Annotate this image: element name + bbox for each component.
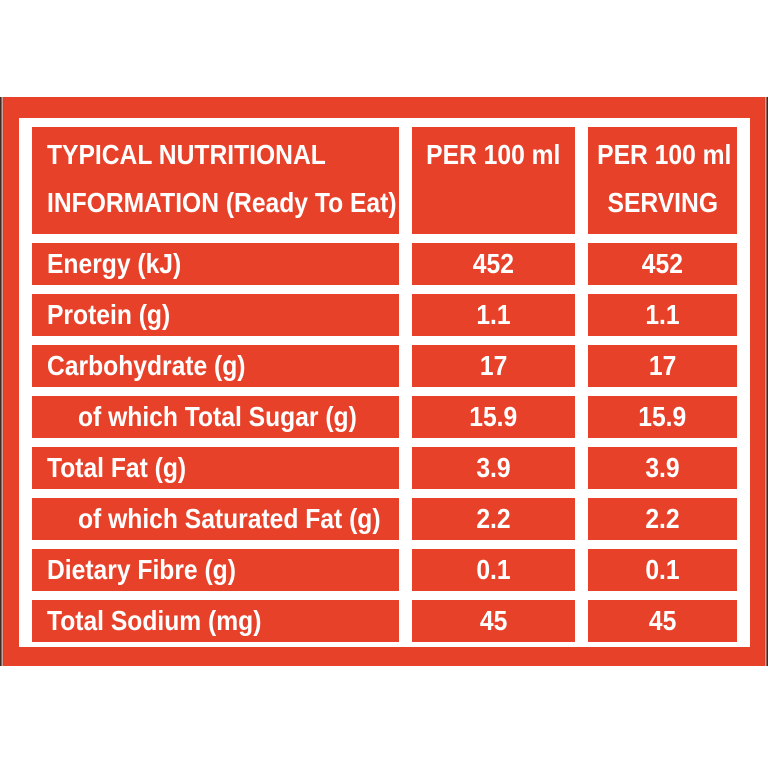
panel-right-edge-shadow: [764, 97, 768, 666]
nutrient-label: of which Total Sugar (g): [78, 401, 357, 432]
nutrient-label-cell: Total Fat (g): [32, 447, 399, 489]
nutrition-label-panel: TYPICAL NUTRITIONAL INFORMATION (Ready T…: [3, 97, 765, 666]
nutrient-label-cell: of which Saturated Fat (g): [32, 498, 399, 540]
per-serving-value: 15.9: [638, 401, 687, 432]
per-100ml-value-cell: 17: [411, 345, 575, 387]
nutrition-table-frame: TYPICAL NUTRITIONAL INFORMATION (Ready T…: [19, 118, 750, 647]
header-per-serving: PER 100 ml SERVING: [587, 127, 737, 234]
per-100ml-value-cell: 2.2: [411, 498, 575, 540]
header-nutrient-column: TYPICAL NUTRITIONAL INFORMATION (Ready T…: [32, 127, 399, 234]
per-100ml-value-cell: 1.1: [411, 294, 575, 336]
nutrient-label-cell: Dietary Fibre (g): [32, 549, 399, 591]
per-100ml-value: 0.1: [475, 554, 511, 585]
per-serving-value: 2.2: [645, 503, 680, 534]
nutrient-label: Carbohydrate (g): [47, 350, 246, 381]
table-row: Carbohydrate (g) 17 17: [32, 345, 737, 387]
header-per-100ml-label: PER 100 ml: [426, 139, 561, 170]
table-row: Protein (g) 1.1 1.1: [32, 294, 737, 336]
panel-left-edge-shadow: [0, 97, 4, 666]
per-serving-value-cell: 2.2: [587, 498, 737, 540]
table-row: Total Fat (g) 3.9 3.9: [32, 447, 737, 489]
nutrient-label-cell: Total Sodium (mg): [32, 600, 399, 642]
per-serving-value: 17: [648, 350, 677, 381]
nutrient-label-cell: of which Total Sugar (g): [32, 396, 399, 438]
per-100ml-value: 45: [479, 605, 507, 636]
per-100ml-value-cell: 452: [411, 243, 575, 285]
table-row: Total Sodium (mg) 45 45: [32, 600, 737, 642]
table-header-row: TYPICAL NUTRITIONAL INFORMATION (Ready T…: [32, 127, 737, 234]
table-row: of which Saturated Fat (g) 2.2 2.2: [32, 498, 737, 540]
nutrient-label-cell: Carbohydrate (g): [32, 345, 399, 387]
per-100ml-value: 1.1: [475, 299, 511, 330]
per-100ml-value-cell: 15.9: [411, 396, 575, 438]
header-per-serving-line1: PER 100 ml: [596, 139, 731, 170]
nutrient-label: Energy (kJ): [47, 248, 182, 279]
per-100ml-value: 17: [479, 350, 507, 381]
per-serving-value: 0.1: [645, 554, 680, 585]
table-row: Energy (kJ) 452 452: [32, 243, 737, 285]
header-title-line1: TYPICAL NUTRITIONAL: [47, 139, 326, 170]
nutrient-label: Total Sodium (mg): [47, 605, 262, 636]
per-serving-value: 452: [641, 248, 683, 279]
per-100ml-value-cell: 0.1: [411, 549, 575, 591]
per-serving-value: 3.9: [645, 452, 680, 483]
per-serving-value: 45: [648, 605, 677, 636]
header-per-serving-line2: SERVING: [607, 187, 718, 218]
nutrient-label: Total Fat (g): [47, 452, 187, 483]
per-serving-value-cell: 17: [587, 345, 737, 387]
per-serving-value-cell: 3.9: [587, 447, 737, 489]
nutrient-label: Protein (g): [47, 299, 171, 330]
nutrient-label: Dietary Fibre (g): [47, 554, 236, 585]
per-100ml-value-cell: 45: [411, 600, 575, 642]
per-serving-value-cell: 0.1: [587, 549, 737, 591]
per-100ml-value-cell: 3.9: [411, 447, 575, 489]
per-serving-value-cell: 15.9: [587, 396, 737, 438]
per-100ml-value: 15.9: [469, 401, 518, 432]
header-title-line2: INFORMATION (Ready To Eat): [47, 187, 397, 218]
per-100ml-value: 2.2: [475, 503, 511, 534]
nutrient-label-cell: Energy (kJ): [32, 243, 399, 285]
nutrient-label: of which Saturated Fat (g): [78, 503, 381, 534]
per-serving-value-cell: 452: [587, 243, 737, 285]
nutrient-label-cell: Protein (g): [32, 294, 399, 336]
per-100ml-value: 452: [472, 248, 514, 279]
per-serving-value-cell: 45: [587, 600, 737, 642]
table-row: Dietary Fibre (g) 0.1 0.1: [32, 549, 737, 591]
header-per-100ml: PER 100 ml: [411, 127, 575, 234]
per-100ml-value: 3.9: [475, 452, 511, 483]
table-row: of which Total Sugar (g) 15.9 15.9: [32, 396, 737, 438]
per-serving-value-cell: 1.1: [587, 294, 737, 336]
nutrition-table: TYPICAL NUTRITIONAL INFORMATION (Ready T…: [19, 118, 750, 651]
per-serving-value: 1.1: [645, 299, 680, 330]
